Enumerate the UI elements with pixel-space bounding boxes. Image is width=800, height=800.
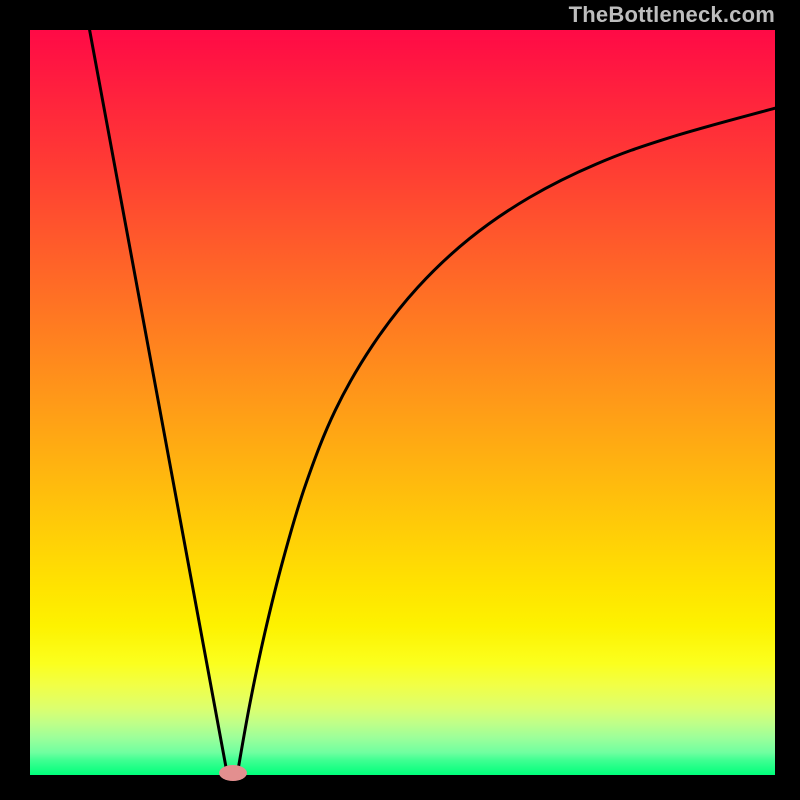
chart-frame: TheBottleneck.com <box>0 0 800 800</box>
right-branch-curve <box>237 108 775 775</box>
min-point-marker <box>219 765 247 781</box>
left-branch-line <box>90 30 228 775</box>
curve-layer <box>0 0 800 800</box>
watermark: TheBottleneck.com <box>569 2 775 28</box>
